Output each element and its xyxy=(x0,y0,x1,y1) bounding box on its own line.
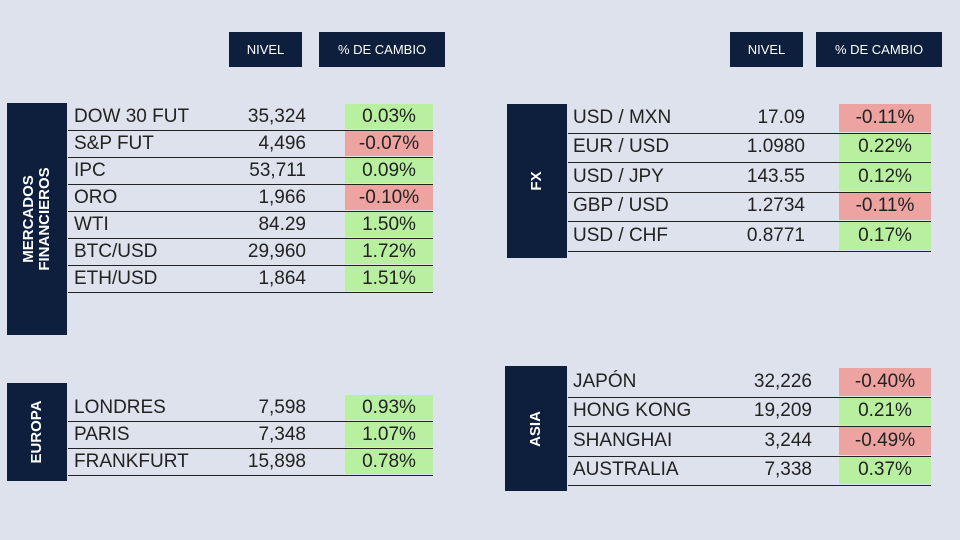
section-label-box: ASIA xyxy=(505,366,567,491)
section-label-line: MERCADOS xyxy=(20,175,37,263)
section-label-box: MERCADOS FINANCIEROS xyxy=(7,103,67,335)
row-name: HONG KONG xyxy=(573,400,692,422)
row-name: FRANKFURT xyxy=(74,450,189,472)
row-name: EUR / USD xyxy=(573,136,670,158)
row-divider xyxy=(568,162,931,163)
section-label-box: EUROPA xyxy=(7,383,67,481)
row-level: 15,898 xyxy=(247,450,306,472)
row-level: 84.29 xyxy=(258,213,306,235)
column-header: % DE CAMBIO xyxy=(319,32,445,67)
row-change: 1.07% xyxy=(345,422,433,447)
row-name: USD / MXN xyxy=(573,106,672,128)
row-change: -0.10% xyxy=(345,185,433,210)
row-divider xyxy=(68,421,433,422)
row-divider xyxy=(68,211,433,212)
row-level: 3,244 xyxy=(764,429,812,451)
row-name: IPC xyxy=(74,159,106,181)
row-divider xyxy=(568,191,931,193)
row-level: 1.0980 xyxy=(746,136,805,158)
row-divider xyxy=(568,426,931,427)
row-divider xyxy=(68,130,433,131)
row-change: 0.93% xyxy=(345,395,433,420)
row-name: WTI xyxy=(74,213,109,235)
row-level: 17.09 xyxy=(757,106,805,128)
row-name: S&P FUT xyxy=(74,132,154,154)
row-name: ETH/USD xyxy=(74,267,158,289)
row-divider xyxy=(68,292,433,293)
row-name: DOW 30 FUT xyxy=(74,105,190,127)
row-divider xyxy=(68,475,433,476)
row-level: 29,960 xyxy=(247,240,306,262)
row-divider xyxy=(568,132,931,134)
row-change: -0.40% xyxy=(839,368,931,396)
row-level: 1,864 xyxy=(258,267,306,289)
column-header: NIVEL xyxy=(730,32,803,67)
row-change: 1.51% xyxy=(345,266,433,291)
row-level: 1,966 xyxy=(258,186,306,208)
row-change: 0.12% xyxy=(839,163,931,191)
row-divider xyxy=(68,157,433,158)
row-change: -0.07% xyxy=(345,131,433,156)
row-divider xyxy=(568,455,931,457)
row-level: 53,711 xyxy=(249,159,306,181)
row-change: -0.11% xyxy=(839,192,931,220)
row-level: 7,598 xyxy=(258,396,306,418)
section-label: FX xyxy=(528,171,545,191)
row-change: 0.09% xyxy=(345,158,433,183)
row-divider xyxy=(68,265,433,266)
column-header: NIVEL xyxy=(229,32,302,67)
row-change: 0.37% xyxy=(839,456,931,484)
row-name: USD / CHF xyxy=(573,224,668,246)
section-label: MERCADOS FINANCIEROS xyxy=(20,167,53,271)
row-change: 0.17% xyxy=(839,222,931,250)
column-header: % DE CAMBIO xyxy=(816,32,942,67)
section-label: EUROPA xyxy=(28,400,45,464)
row-name: USD / JPY xyxy=(573,165,664,187)
row-change: 0.22% xyxy=(839,133,931,161)
row-name: GBP / USD xyxy=(573,195,669,217)
row-divider xyxy=(68,184,433,185)
row-level: 19,209 xyxy=(753,400,812,422)
section-label-line: ASIA xyxy=(527,410,544,447)
row-change: 1.50% xyxy=(345,212,433,237)
row-name: LONDRES xyxy=(74,396,166,418)
section-label-line: FINANCIEROS xyxy=(36,167,53,271)
row-name: BTC/USD xyxy=(74,240,158,262)
section-label: ASIA xyxy=(527,410,544,447)
row-change: 0.21% xyxy=(839,397,931,425)
row-divider xyxy=(68,448,433,449)
row-name: PARIS xyxy=(74,423,130,445)
row-level: 4,496 xyxy=(258,132,306,154)
row-divider xyxy=(68,238,433,239)
row-level: 32,226 xyxy=(753,370,812,392)
row-name: JAPÓN xyxy=(573,370,637,392)
row-divider xyxy=(568,221,931,222)
row-level: 7,338 xyxy=(764,459,812,481)
row-level: 35,324 xyxy=(247,105,306,127)
row-change: -0.49% xyxy=(839,427,931,455)
row-name: SHANGHAI xyxy=(573,429,673,451)
row-level: 1.2734 xyxy=(746,195,805,217)
section-label-box: FX xyxy=(507,104,567,258)
row-name: AUSTRALIA xyxy=(573,459,679,481)
row-divider xyxy=(568,250,931,252)
row-level: 0.8771 xyxy=(746,224,805,246)
row-level: 7,348 xyxy=(258,423,306,445)
row-change: 0.03% xyxy=(345,104,433,129)
row-change: -0.11% xyxy=(839,104,931,132)
section-label-line: FX xyxy=(528,171,545,191)
row-level: 143.55 xyxy=(746,165,805,187)
row-name: ORO xyxy=(74,186,118,208)
row-divider xyxy=(568,396,931,398)
row-change: 1.72% xyxy=(345,239,433,264)
row-change: 0.78% xyxy=(345,449,433,474)
section-label-line: EUROPA xyxy=(28,400,45,464)
row-divider xyxy=(568,485,931,486)
